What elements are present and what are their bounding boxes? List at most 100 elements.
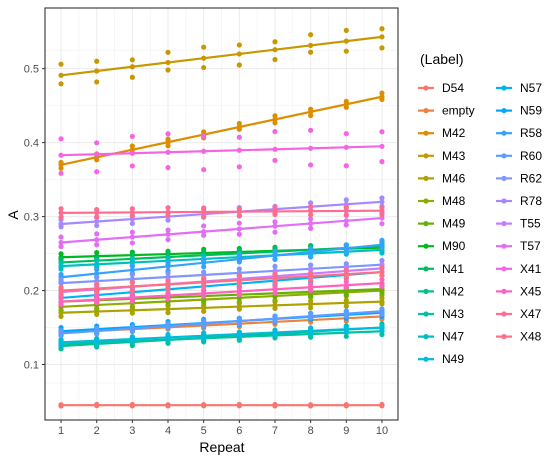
legend-key-point [423, 153, 429, 159]
data-point [129, 262, 135, 269]
legend-key-point [501, 243, 507, 249]
data-point [94, 231, 100, 237]
data-point [165, 331, 171, 338]
data-point [343, 261, 349, 267]
legend: (Label) D54 empty M42 M43 M46 M48 M49 M90 N41 N42… [418, 51, 542, 366]
data-point [308, 216, 314, 222]
data-point [272, 279, 278, 286]
legend-title: (Label) [420, 51, 464, 67]
data-point [343, 98, 349, 104]
x-tick-label: 9 [343, 425, 349, 437]
data-point [201, 264, 207, 270]
data-point [379, 265, 385, 271]
data-point [308, 305, 314, 311]
data-point [129, 252, 135, 258]
data-point [201, 205, 207, 211]
legend-key-point [423, 266, 429, 272]
data-point [308, 225, 314, 231]
legend-key-point [423, 198, 429, 204]
data-point [272, 263, 278, 269]
data-point [236, 316, 242, 322]
data-point [58, 295, 64, 302]
data-point [58, 327, 64, 334]
data-point [236, 280, 242, 287]
data-point [272, 290, 278, 296]
data-point [58, 206, 64, 212]
data-point [343, 279, 349, 285]
data-point [343, 292, 349, 298]
data-point [236, 266, 242, 272]
data-point [308, 212, 314, 218]
legend-key-point [501, 198, 507, 204]
data-point [58, 301, 64, 308]
legend-key-point [423, 108, 429, 114]
y-tick-label: 0.4 [24, 138, 39, 150]
data-point [165, 227, 171, 233]
data-point [58, 61, 64, 67]
data-point [343, 222, 349, 228]
trend-line [59, 282, 384, 303]
data-point [379, 90, 385, 96]
data-point [201, 249, 207, 255]
data-point [308, 288, 314, 294]
data-point [236, 285, 242, 291]
data-point [308, 270, 314, 277]
legend-item-N47: N47 [418, 330, 464, 344]
data-point [272, 157, 278, 164]
series-X45 [58, 276, 385, 308]
legend-label: R60 [520, 149, 542, 163]
data-point [94, 281, 100, 287]
data-point [308, 32, 314, 38]
series-X47 [58, 204, 385, 220]
data-point [165, 49, 171, 55]
data-point [94, 293, 100, 299]
data-point [58, 342, 64, 348]
data-point [165, 310, 171, 316]
data-point [379, 129, 385, 135]
data-point [236, 62, 242, 68]
data-point [201, 223, 207, 229]
data-point [129, 310, 135, 316]
data-point [272, 204, 278, 211]
data-point [308, 49, 314, 55]
data-point [343, 48, 349, 54]
data-point [129, 133, 135, 140]
data-point [236, 231, 242, 237]
data-point [308, 162, 314, 168]
trend-line [59, 248, 384, 268]
data-point [379, 273, 385, 279]
trend-line [59, 263, 384, 285]
legend-key-point [501, 85, 507, 91]
data-point [129, 213, 135, 219]
data-point [165, 320, 171, 327]
data-point [94, 299, 100, 305]
data-point [272, 327, 278, 333]
data-point [343, 308, 349, 314]
data-point [201, 232, 207, 238]
data-point [201, 287, 207, 293]
data-point [58, 284, 64, 290]
data-point [236, 164, 242, 170]
data-point [129, 291, 135, 297]
x-axis: 1 2 3 4 5 6 7 8 9 10 [58, 420, 388, 437]
data-point [308, 310, 314, 317]
data-point [236, 334, 242, 340]
data-point [201, 335, 207, 342]
data-point [94, 214, 100, 220]
data-point [94, 341, 100, 347]
data-point [94, 222, 100, 229]
panel-border [44, 7, 399, 421]
legend-label: N57 [520, 81, 542, 95]
data-point [201, 297, 207, 304]
data-point [94, 258, 100, 264]
legend-key-point [423, 243, 429, 249]
data-point [308, 262, 314, 268]
legend-label: N42 [442, 284, 464, 298]
legend-label: N49 [442, 352, 464, 366]
data-point [58, 136, 64, 142]
data-point [129, 163, 135, 169]
data-point [379, 237, 385, 243]
data-point [343, 329, 349, 335]
data-point [129, 220, 135, 227]
data-point [236, 120, 242, 127]
